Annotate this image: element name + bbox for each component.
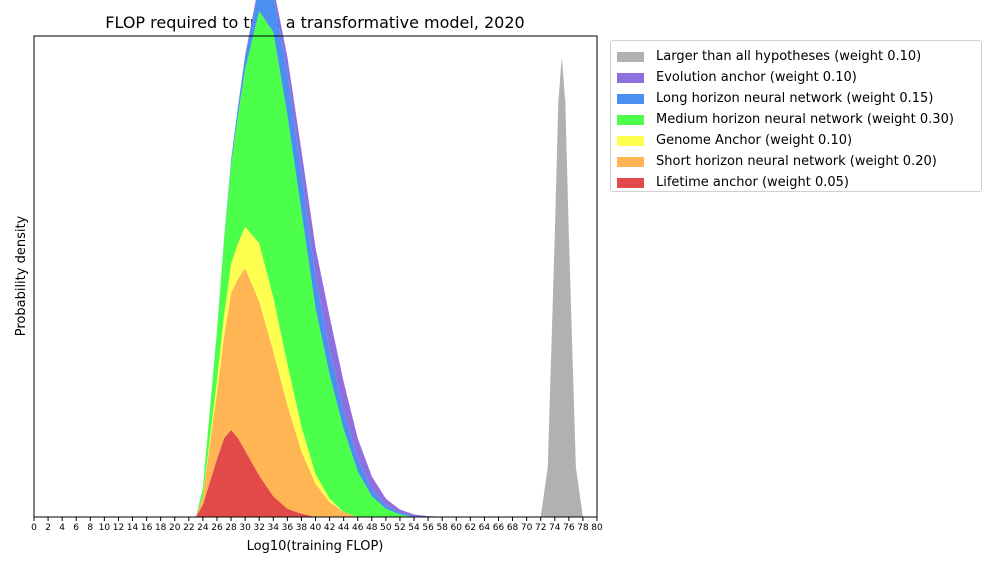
x-tick-label: 10 xyxy=(99,523,111,533)
x-tick-label: 18 xyxy=(155,523,167,533)
x-tick-label: 4 xyxy=(59,523,65,533)
y-axis-label: Probability density xyxy=(14,215,29,336)
x-tick-label: 20 xyxy=(169,523,181,533)
chart-title: FLOP required to train a transformative … xyxy=(105,13,524,32)
legend-swatch xyxy=(617,135,644,146)
x-tick-label: 12 xyxy=(113,523,124,533)
x-tick-label: 48 xyxy=(366,523,378,533)
x-tick-label: 34 xyxy=(268,523,280,533)
x-tick-label: 14 xyxy=(127,523,139,533)
x-axis-label: Log10(training FLOP) xyxy=(247,539,384,554)
legend-label: Lifetime anchor (weight 0.05) xyxy=(656,175,850,190)
x-tick-label: 80 xyxy=(591,523,603,533)
legend-swatch xyxy=(617,156,644,167)
x-tick-label: 74 xyxy=(549,523,561,533)
legend-item: Evolution anchor (weight 0.10) xyxy=(617,67,981,88)
x-tick-label: 30 xyxy=(239,523,251,533)
x-tick-label: 56 xyxy=(422,523,434,533)
x-tick-label: 22 xyxy=(183,523,194,533)
legend-swatch xyxy=(617,177,644,188)
x-tick-label: 78 xyxy=(577,523,589,533)
area-series-3 xyxy=(34,11,597,518)
legend-item: Medium horizon neural network (weight 0.… xyxy=(617,109,981,130)
x-tick-label: 64 xyxy=(479,523,491,533)
x-tick-label: 46 xyxy=(352,523,364,533)
x-tick-label: 24 xyxy=(197,523,209,533)
legend-swatch xyxy=(617,51,644,62)
legend-item: Genome Anchor (weight 0.10) xyxy=(617,130,981,151)
x-tick-label: 8 xyxy=(87,523,93,533)
x-tick-label: 28 xyxy=(225,523,237,533)
legend-label: Genome Anchor (weight 0.10) xyxy=(656,133,853,148)
x-tick-label: 16 xyxy=(141,523,153,533)
x-tick-label: 2 xyxy=(45,523,51,533)
legend-label: Medium horizon neural network (weight 0.… xyxy=(656,112,954,127)
x-tick-label: 6 xyxy=(73,523,79,533)
legend-label: Short horizon neural network (weight 0.2… xyxy=(656,154,937,169)
x-tick-label: 54 xyxy=(408,523,420,533)
x-tick-label: 76 xyxy=(563,523,575,533)
legend-swatch xyxy=(617,72,644,83)
legend-swatch xyxy=(617,114,644,125)
legend-label: Evolution anchor (weight 0.10) xyxy=(656,70,857,85)
legend-item: Lifetime anchor (weight 0.05) xyxy=(617,172,981,193)
x-axis-ticks: 0 2 4 6 8 10 12 14 16 18 20 22 24 26 28 30 32 34 36 38 40 42 4… xyxy=(31,517,603,533)
legend: Larger than all hypotheses (weight 0.10)… xyxy=(610,40,982,192)
legend-swatch xyxy=(617,93,644,104)
x-tick-label: 72 xyxy=(535,523,546,533)
x-tick-label: 40 xyxy=(310,523,322,533)
legend-item: Long horizon neural network (weight 0.15… xyxy=(617,88,981,109)
x-tick-label: 26 xyxy=(211,523,223,533)
x-tick-label: 32 xyxy=(253,523,264,533)
x-tick-label: 68 xyxy=(507,523,519,533)
area-series-5 xyxy=(34,0,597,517)
x-tick-label: 38 xyxy=(296,523,308,533)
legend-label: Larger than all hypotheses (weight 0.10) xyxy=(656,49,922,64)
x-tick-label: 58 xyxy=(436,523,448,533)
x-tick-label: 52 xyxy=(394,523,405,533)
x-tick-label: 70 xyxy=(521,523,533,533)
x-tick-label: 36 xyxy=(282,523,294,533)
x-tick-label: 42 xyxy=(324,523,335,533)
x-tick-label: 0 xyxy=(31,523,37,533)
x-tick-label: 44 xyxy=(338,523,350,533)
x-tick-label: 60 xyxy=(451,523,463,533)
stacked-areas xyxy=(34,0,597,518)
legend-item: Short horizon neural network (weight 0.2… xyxy=(617,151,981,172)
x-tick-label: 66 xyxy=(493,523,505,533)
x-tick-label: 50 xyxy=(380,523,392,533)
legend-item: Larger than all hypotheses (weight 0.10) xyxy=(617,46,981,67)
legend-label: Long horizon neural network (weight 0.15… xyxy=(656,91,934,106)
x-tick-label: 62 xyxy=(465,523,476,533)
